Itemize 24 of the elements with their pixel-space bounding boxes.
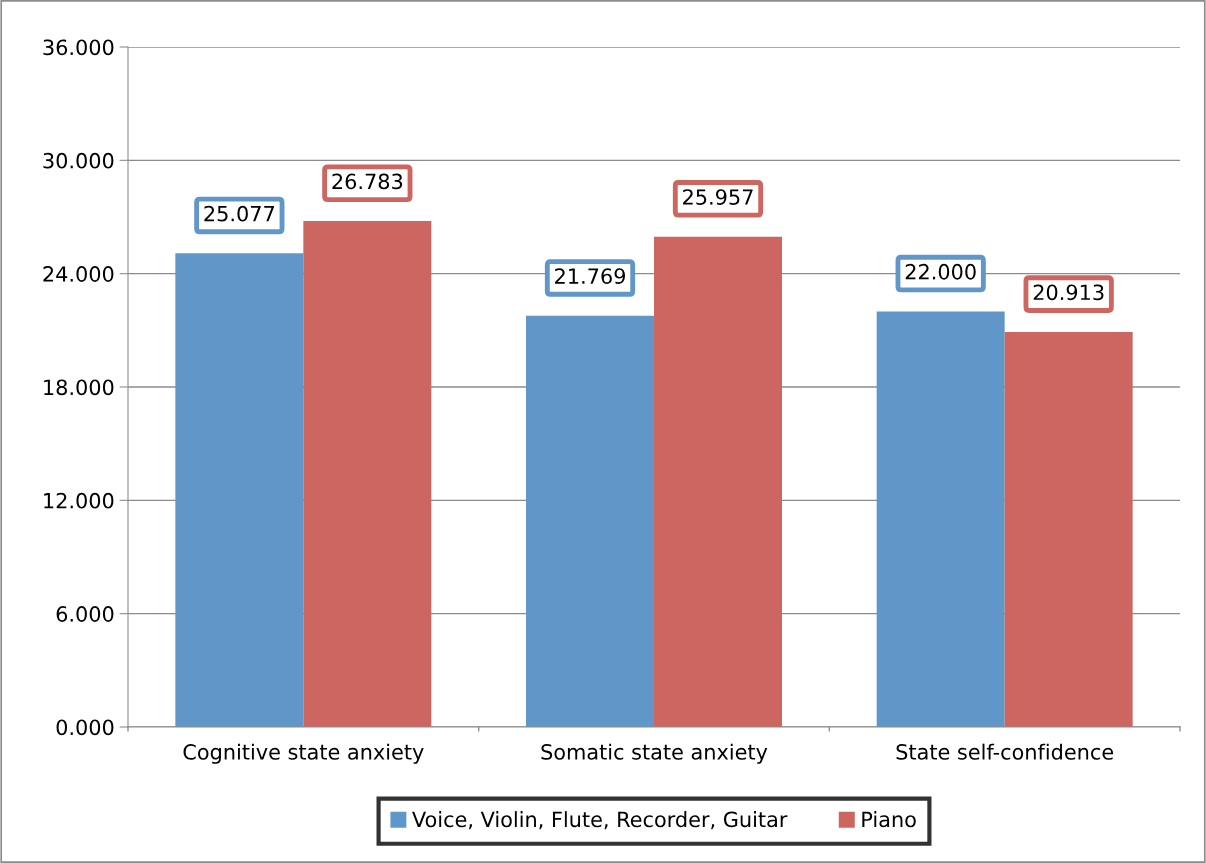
y-tick-label: 30.000 (43, 152, 114, 169)
bar (175, 253, 304, 727)
data-label: 20.913 (1033, 284, 1104, 301)
y-tick-label: 24.000 (43, 266, 114, 282)
bar (1004, 331, 1133, 727)
bar (654, 236, 782, 727)
data-label: 25.957 (683, 189, 753, 205)
x-tick-label: Cognitive state anxiety (183, 743, 424, 764)
legend-label: Voice, Violin, Flute, Recorder, Guitar (412, 811, 788, 830)
y-tick-label: 12.000 (44, 492, 114, 509)
y-tick-label: 36.000 (43, 39, 114, 56)
y-tick-label: 0.000 (56, 719, 114, 736)
y-tick-label: 6.000 (56, 606, 114, 622)
bar (303, 221, 432, 727)
data-label: 25.077 (204, 205, 274, 222)
bar (876, 311, 1005, 727)
data-label: 26.783 (332, 173, 403, 190)
y-tick-label: 18.000 (44, 379, 114, 396)
data-label: 22.000 (905, 263, 976, 280)
x-tick-label: Somatic state anxiety (541, 743, 768, 764)
x-tick-label: State self-confidence (896, 743, 1114, 760)
data-label: 21.769 (555, 268, 625, 284)
bar (526, 315, 654, 727)
legend-label: Piano (862, 811, 916, 828)
